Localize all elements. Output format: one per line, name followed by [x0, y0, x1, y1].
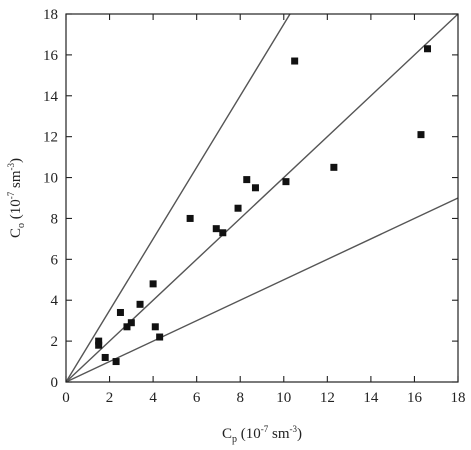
data-point-8 — [136, 300, 144, 308]
x-axis-title-unit-prefix: (10 — [237, 426, 261, 442]
x-tick-label: 4 — [149, 390, 157, 406]
y-tick-label: 0 — [51, 375, 59, 391]
data-point-10 — [151, 323, 159, 331]
data-point-21 — [417, 131, 425, 139]
y-axis-title: Co (10-7 sm-3) — [6, 158, 27, 238]
y-axis-title-unit-close: ) — [8, 158, 24, 163]
data-point-11 — [156, 333, 164, 341]
x-axis-title-unit-suffix: sm — [268, 426, 290, 442]
x-tick-label: 0 — [62, 390, 70, 406]
x-axis-title: Cp (10-7 sm-3) — [222, 424, 302, 445]
y-tick-label: 12 — [43, 130, 58, 146]
reference-line-3 — [65, 197, 459, 383]
x-tick-label: 14 — [363, 390, 379, 406]
y-axis-title-main: C — [8, 228, 24, 238]
x-axis-title-unit-close: ) — [297, 426, 302, 442]
data-point-20 — [330, 163, 338, 171]
y-axis-title-subscript: o — [16, 223, 27, 228]
data-point-16 — [243, 176, 251, 184]
data-point-4 — [112, 358, 120, 366]
data-point-17 — [251, 184, 259, 192]
data-point-7 — [127, 319, 135, 327]
x-tick-label: 6 — [193, 390, 201, 406]
data-point-2 — [95, 341, 103, 349]
y-tick-label: 8 — [51, 211, 59, 227]
y-axis-title-unit-exponent: -3 — [6, 162, 16, 170]
y-axis-title-unit-suffix: sm — [8, 170, 24, 192]
y-tick-label: 2 — [51, 334, 59, 350]
data-point-19 — [291, 57, 299, 65]
data-point-9 — [149, 280, 157, 288]
x-tick-label: 12 — [320, 390, 335, 406]
y-tick-label: 6 — [51, 252, 59, 268]
x-tick-label: 2 — [106, 390, 114, 406]
y-tick-label: 16 — [43, 48, 59, 64]
reference-line-1 — [65, 13, 291, 383]
data-point-18 — [282, 178, 290, 186]
x-axis-title-main: C — [222, 426, 232, 442]
data-point-5 — [116, 308, 124, 316]
x-tick-label: 16 — [407, 390, 423, 406]
data-point-14 — [219, 229, 227, 237]
data-points — [95, 45, 432, 366]
y-axis-title-unit-prefix: (10 — [8, 199, 24, 223]
x-tick-label: 10 — [276, 390, 291, 406]
y-tick-label: 10 — [43, 171, 58, 187]
x-axis-title-unit-exponent: -3 — [290, 424, 298, 434]
x-tick-labels: 0 2 4 6 8 10 12 14 16 18 — [62, 390, 465, 406]
data-point-22 — [424, 45, 432, 53]
y-tick-labels: 0 2 4 6 8 10 12 14 16 18 — [43, 7, 59, 391]
x-axis-title-exponent: -7 — [261, 424, 269, 434]
x-tick-label: 18 — [451, 390, 466, 406]
y-tick-label: 4 — [51, 293, 59, 309]
data-point-12 — [186, 214, 194, 222]
x-axis-title-subscript: p — [232, 434, 237, 445]
y-tick-label: 18 — [43, 7, 58, 23]
data-point-3 — [101, 353, 109, 361]
data-point-13 — [212, 225, 220, 233]
x-tick-label: 8 — [236, 390, 244, 406]
y-tick-label: 14 — [43, 89, 59, 105]
y-axis-title-exponent: -7 — [6, 191, 16, 199]
data-point-1 — [95, 337, 103, 345]
data-point-15 — [234, 204, 242, 212]
plot-frame — [65, 13, 459, 383]
data-point-6 — [123, 323, 131, 331]
axis-ticks — [65, 13, 459, 383]
